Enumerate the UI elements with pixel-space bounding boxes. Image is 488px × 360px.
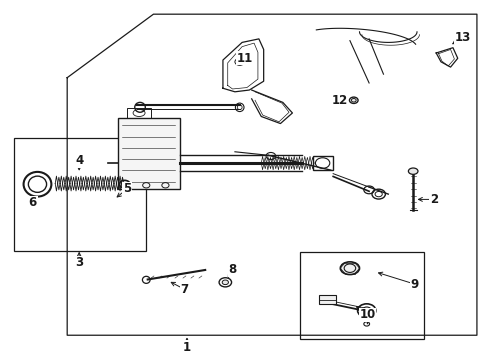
Text: 2: 2 — [429, 193, 437, 206]
Bar — [312, 156, 332, 170]
Ellipse shape — [122, 183, 127, 186]
Bar — [15, 138, 146, 251]
Text: 4: 4 — [75, 154, 83, 167]
Text: 8: 8 — [228, 264, 236, 276]
Text: 7: 7 — [180, 283, 188, 296]
Text: 1: 1 — [183, 341, 191, 354]
Text: 13: 13 — [453, 31, 470, 44]
Bar — [299, 252, 423, 339]
Ellipse shape — [237, 60, 242, 64]
Ellipse shape — [407, 168, 417, 174]
Ellipse shape — [351, 99, 355, 102]
Ellipse shape — [222, 280, 228, 285]
Text: 6: 6 — [28, 197, 37, 210]
Ellipse shape — [361, 307, 371, 314]
Text: 5: 5 — [122, 182, 131, 195]
Text: 3: 3 — [75, 256, 83, 269]
Ellipse shape — [340, 262, 359, 275]
Text: 12: 12 — [330, 94, 347, 107]
Bar — [127, 108, 151, 118]
Bar — [318, 295, 335, 304]
Bar — [117, 118, 180, 189]
Text: 9: 9 — [409, 278, 418, 291]
Text: 11: 11 — [236, 52, 252, 65]
Text: 10: 10 — [359, 308, 375, 321]
